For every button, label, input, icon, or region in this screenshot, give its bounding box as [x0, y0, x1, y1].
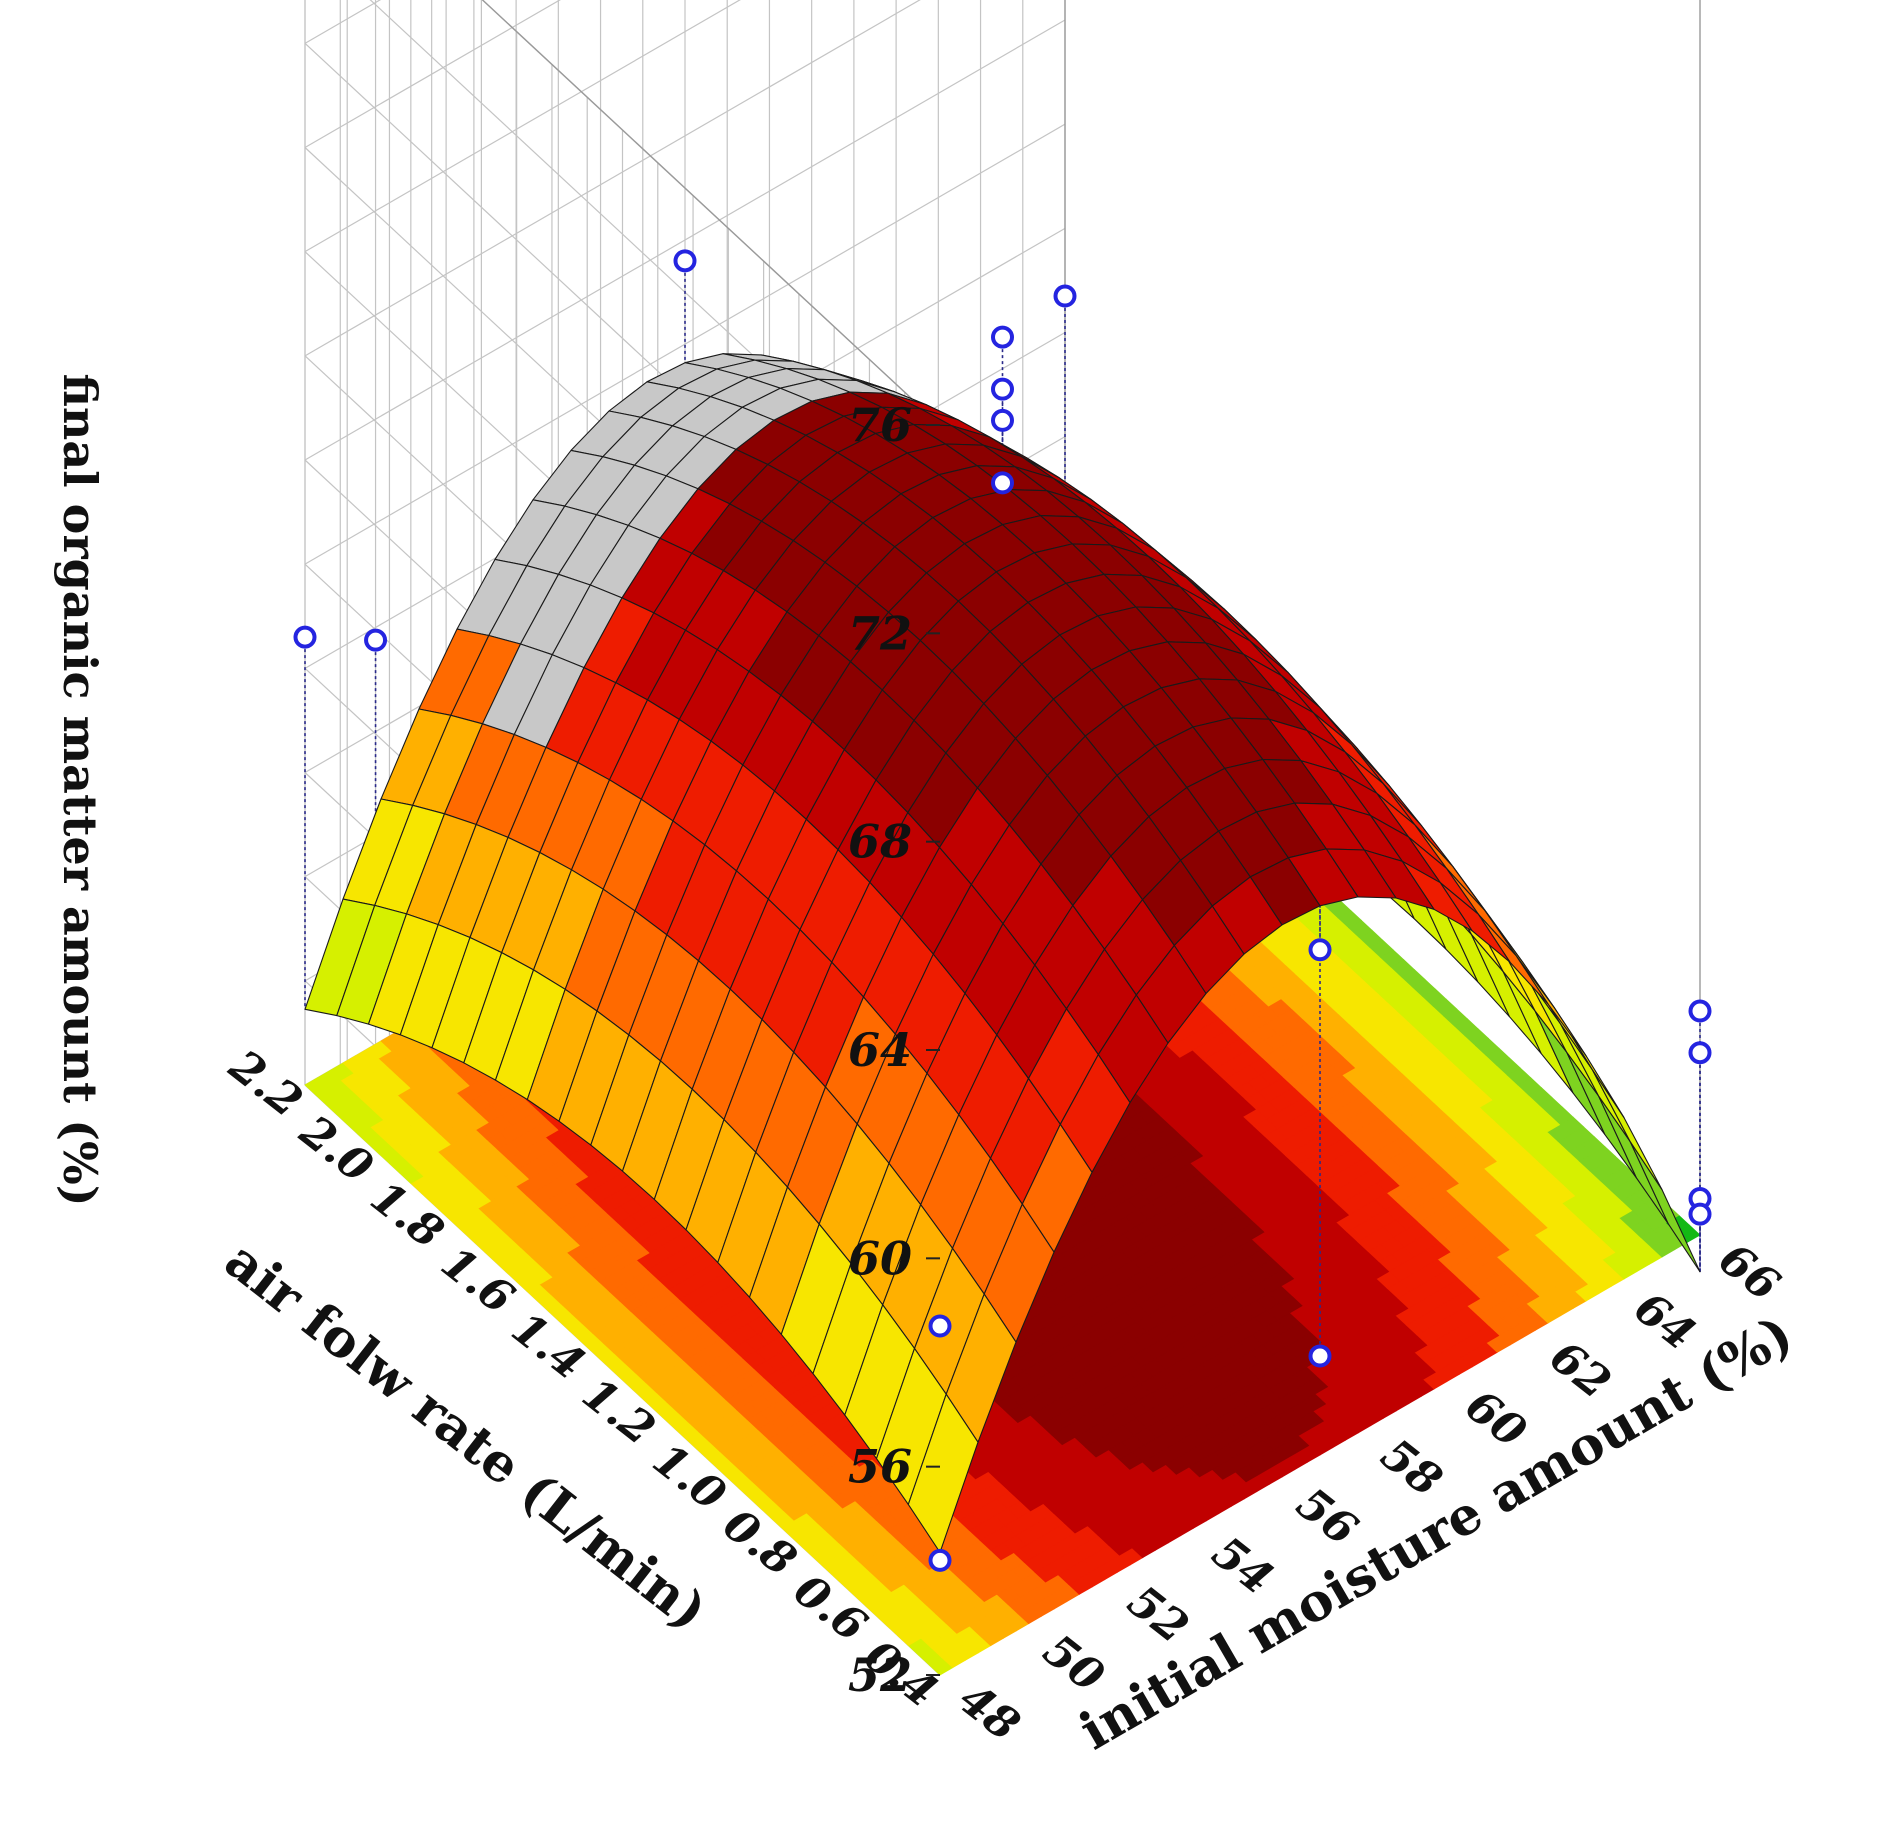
data-point — [1688, 1202, 1712, 1226]
z-tick-label: 60 — [848, 1231, 912, 1285]
data-point — [1688, 1041, 1712, 1065]
data-point — [1053, 284, 1077, 308]
wall-grid-line — [304, 0, 561, 149]
response-surface — [304, 353, 1701, 1553]
y-tick-label: 2.2 — [219, 1040, 312, 1128]
data-point — [991, 377, 1014, 401]
z-tick-label: 76 — [848, 398, 912, 452]
data-point — [991, 325, 1014, 349]
wall-grid-line — [304, 123, 1066, 565]
z-tick-label: 52 — [848, 1648, 912, 1702]
z-tick-label: 64 — [848, 1023, 912, 1077]
z-tick-label: 68 — [848, 815, 912, 869]
data-points — [293, 249, 1712, 1572]
data-point — [928, 1548, 952, 1572]
data-point — [673, 249, 697, 273]
data-point — [293, 625, 317, 649]
data-point — [991, 471, 1014, 495]
box-edge — [481, 0, 941, 426]
z-tick-label: 72 — [848, 606, 912, 660]
surface-patch — [907, 1393, 979, 1553]
data-point — [928, 1314, 952, 1338]
data-point — [991, 408, 1014, 432]
data-point — [1688, 999, 1712, 1023]
z-tick-label: 56 — [848, 1440, 912, 1494]
wall-grid-line — [304, 0, 921, 357]
wall-grid-line — [304, 19, 1066, 461]
wall-grid-line — [304, 0, 741, 253]
data-point — [364, 628, 388, 652]
data-point — [1308, 938, 1332, 962]
data-point — [1308, 1344, 1332, 1368]
x-tick-label: 48 — [949, 1673, 1029, 1751]
z-axis-title: final organic matter amount (%) — [53, 373, 107, 1206]
x-tick-label: 66 — [1709, 1233, 1789, 1311]
